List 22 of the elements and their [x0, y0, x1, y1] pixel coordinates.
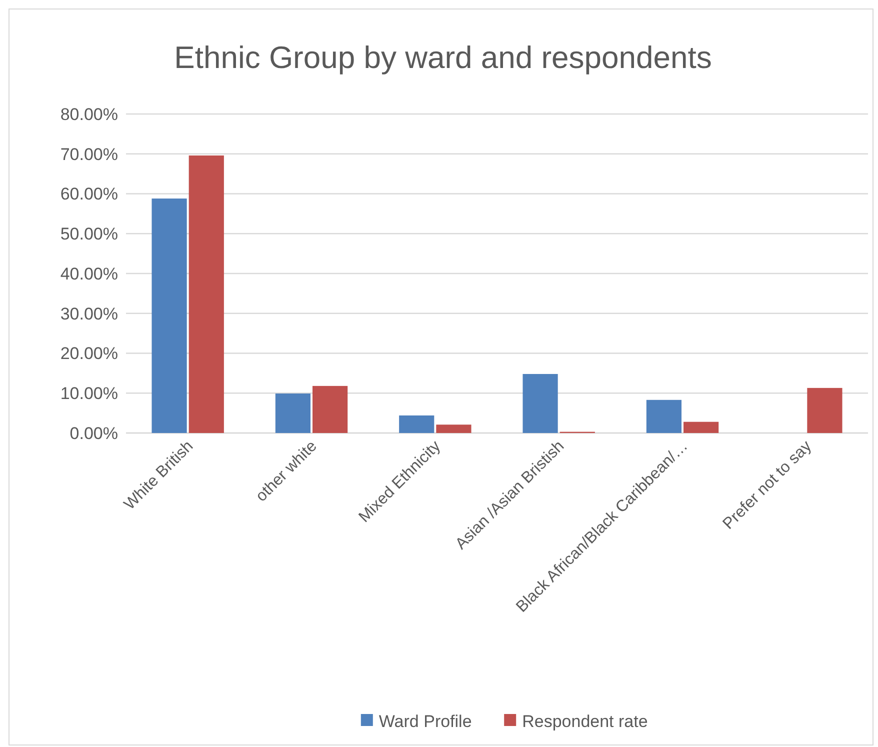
y-tick-label: 70.00%: [60, 144, 118, 164]
y-tick-label: 10.00%: [60, 384, 118, 404]
bar: [275, 394, 310, 433]
bar: [684, 422, 719, 433]
bar: [188, 155, 224, 433]
bar: [399, 415, 434, 433]
bar: [152, 198, 187, 433]
y-tick-label: 80.00%: [60, 104, 118, 124]
legend-label: Ward Profile: [378, 712, 472, 731]
y-tick-label: 40.00%: [60, 264, 118, 284]
bar: [312, 386, 348, 433]
y-tick-label: 60.00%: [60, 184, 118, 204]
bar: [522, 374, 558, 433]
y-tick-label: 50.00%: [60, 224, 118, 244]
y-tick-label: 20.00%: [60, 344, 118, 364]
bar: [646, 400, 682, 433]
bar: [807, 388, 842, 433]
chart-title: Ethnic Group by ward and respondents: [174, 40, 712, 75]
y-tick-label: 0.00%: [70, 424, 118, 443]
bar: [436, 424, 472, 433]
y-tick-label: 30.00%: [60, 304, 118, 324]
legend-label: Respondent rate: [522, 712, 648, 731]
